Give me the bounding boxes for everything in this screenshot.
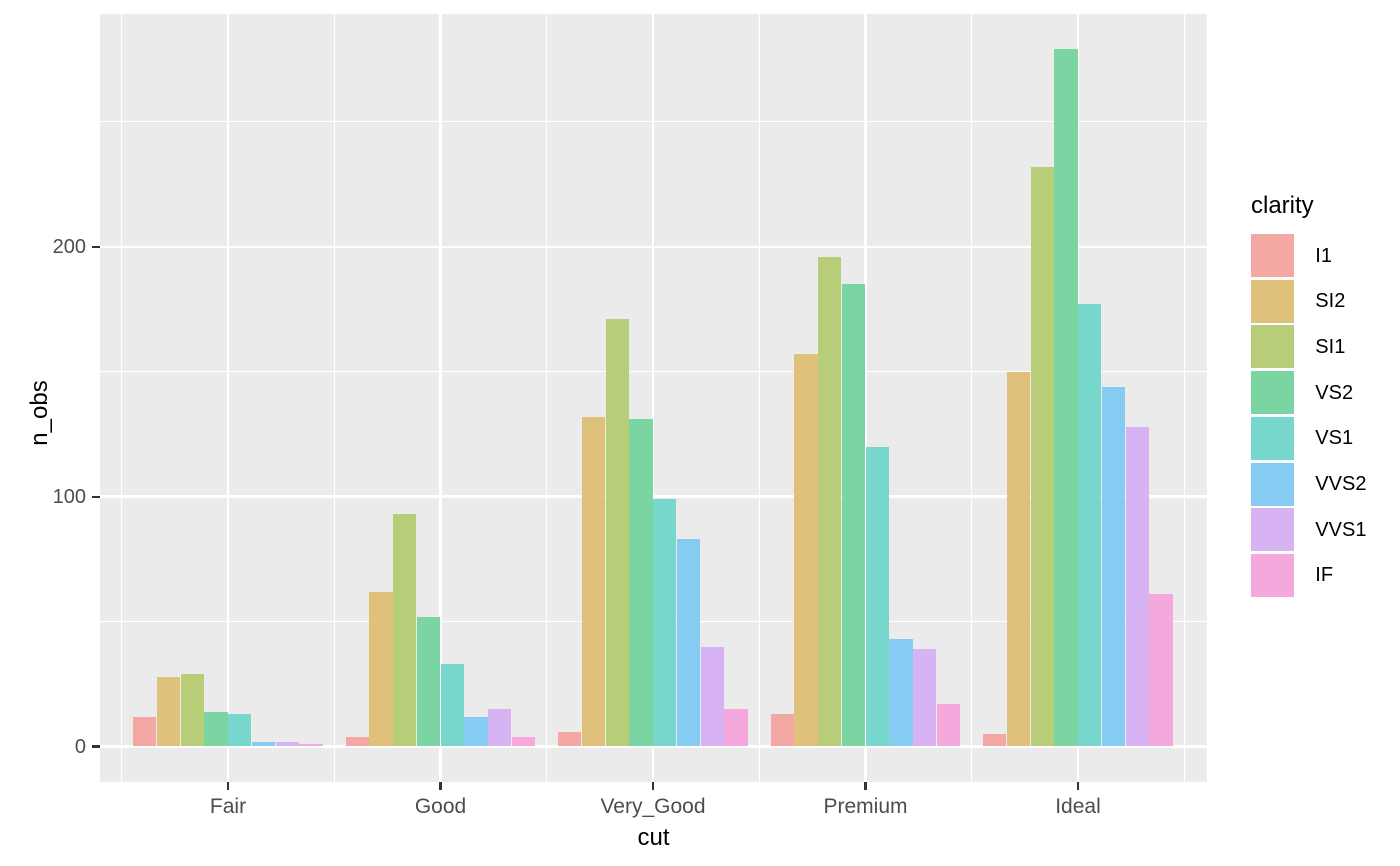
x-axis-tick xyxy=(439,781,442,790)
x-tick-label: Very_Good xyxy=(600,794,706,818)
x-axis-tick xyxy=(226,781,230,790)
gridline-minor-v xyxy=(1183,14,1185,782)
x-axis-tick xyxy=(1076,781,1080,790)
gridline-minor-v xyxy=(333,14,335,782)
y-axis-tick xyxy=(92,495,100,498)
x-axis-title: cut xyxy=(637,823,670,851)
bar-I1-Fair xyxy=(133,716,157,747)
bar-VVS2-Premium xyxy=(889,639,913,747)
gridline-major-v xyxy=(439,14,442,782)
gridline-major-v xyxy=(651,14,655,782)
x-tick-label: Good xyxy=(414,794,467,818)
legend-swatch-SI2 xyxy=(1251,279,1295,323)
gridline-minor-v xyxy=(546,14,548,782)
bar-VVS2-Ideal xyxy=(1101,386,1125,747)
bar-VVS1-Ideal xyxy=(1125,426,1149,747)
bar-SI1-Ideal xyxy=(1030,166,1054,747)
legend-swatch-VVS2 xyxy=(1251,462,1295,506)
bar-VVS1-Good xyxy=(488,709,512,747)
legend-swatch-VS1 xyxy=(1251,416,1295,460)
y-axis-tick xyxy=(92,245,100,248)
bar-VS1-Fair xyxy=(228,714,252,747)
bar-VS2-Fair xyxy=(204,711,228,747)
y-tick-label: 200 xyxy=(52,235,86,258)
bar-SI1-Good xyxy=(393,514,417,747)
bar-SI1-Very_Good xyxy=(605,319,629,747)
legend-swatch-I1 xyxy=(1251,234,1295,277)
bar-VVS2-Good xyxy=(464,716,488,747)
legend-swatch-VVS1 xyxy=(1251,508,1295,552)
bar-IF-Fair xyxy=(299,744,323,747)
bar-VVS2-Very_Good xyxy=(676,539,700,747)
x-tick-label: Ideal xyxy=(1055,794,1101,818)
x-tick-label: Fair xyxy=(209,794,247,818)
gridline-minor-v xyxy=(121,14,123,782)
bar-VS2-Premium xyxy=(841,284,865,747)
y-axis-tick xyxy=(92,745,100,748)
bar-VVS2-Fair xyxy=(251,741,275,747)
legend-swatch-SI1 xyxy=(1251,325,1295,369)
legend-label-I1: I1 xyxy=(1315,244,1332,267)
bar-SI1-Premium xyxy=(818,256,842,747)
bar-IF-Premium xyxy=(936,704,960,747)
bar-VS2-Ideal xyxy=(1054,49,1078,747)
bar-VVS1-Premium xyxy=(913,649,937,747)
bar-VVS1-Very_Good xyxy=(700,646,724,747)
gridline-major-v xyxy=(1076,14,1080,782)
bar-I1-Very_Good xyxy=(558,731,582,747)
legend-swatch-VS2 xyxy=(1251,371,1295,415)
bar-VS2-Very_Good xyxy=(629,419,653,747)
gridline-minor-v xyxy=(971,14,973,782)
x-tick-label: Premium xyxy=(823,794,908,818)
y-tick-label: 0 xyxy=(74,735,86,758)
legend-label-SI2: SI2 xyxy=(1315,290,1346,313)
gridline-major-v xyxy=(864,14,867,782)
plot-panel xyxy=(100,14,1207,782)
legend-label-VVS1: VVS1 xyxy=(1315,518,1367,541)
legend-label-VS1: VS1 xyxy=(1315,427,1354,450)
bar-SI2-Fair xyxy=(156,676,180,747)
y-tick-label: 100 xyxy=(52,485,86,508)
x-axis-tick xyxy=(651,781,655,790)
legend-label-VS2: VS2 xyxy=(1315,381,1354,404)
legend-label-VVS2: VVS2 xyxy=(1315,473,1367,495)
bar-IF-Very_Good xyxy=(724,709,748,747)
bar-VS1-Ideal xyxy=(1078,304,1102,747)
bar-I1-Good xyxy=(345,736,369,747)
bar-VS2-Good xyxy=(416,616,440,747)
bar-VVS1-Fair xyxy=(275,741,299,747)
bar-SI2-Good xyxy=(369,591,393,747)
legend-label-SI1: SI1 xyxy=(1315,335,1346,358)
gridline-minor-v xyxy=(758,14,760,782)
y-axis-title: n_obs xyxy=(26,380,53,446)
bar-IF-Ideal xyxy=(1149,594,1173,747)
bar-VS1-Good xyxy=(440,664,464,747)
bar-VS1-Premium xyxy=(865,446,889,747)
gridline-major-v xyxy=(226,14,230,782)
bar-IF-Good xyxy=(511,736,535,747)
legend-label-IF: IF xyxy=(1315,564,1334,587)
legend-title: clarity xyxy=(1251,192,1314,219)
bar-I1-Premium xyxy=(770,714,794,747)
x-axis-tick xyxy=(864,781,867,790)
bar-I1-Ideal xyxy=(983,734,1007,747)
bar-VS1-Very_Good xyxy=(653,499,677,747)
bar-SI2-Very_Good xyxy=(581,416,605,747)
bar-SI1-Fair xyxy=(180,674,204,747)
bar-SI2-Ideal xyxy=(1006,371,1030,747)
bar-SI2-Premium xyxy=(794,354,818,747)
legend-swatch-IF xyxy=(1251,553,1295,597)
